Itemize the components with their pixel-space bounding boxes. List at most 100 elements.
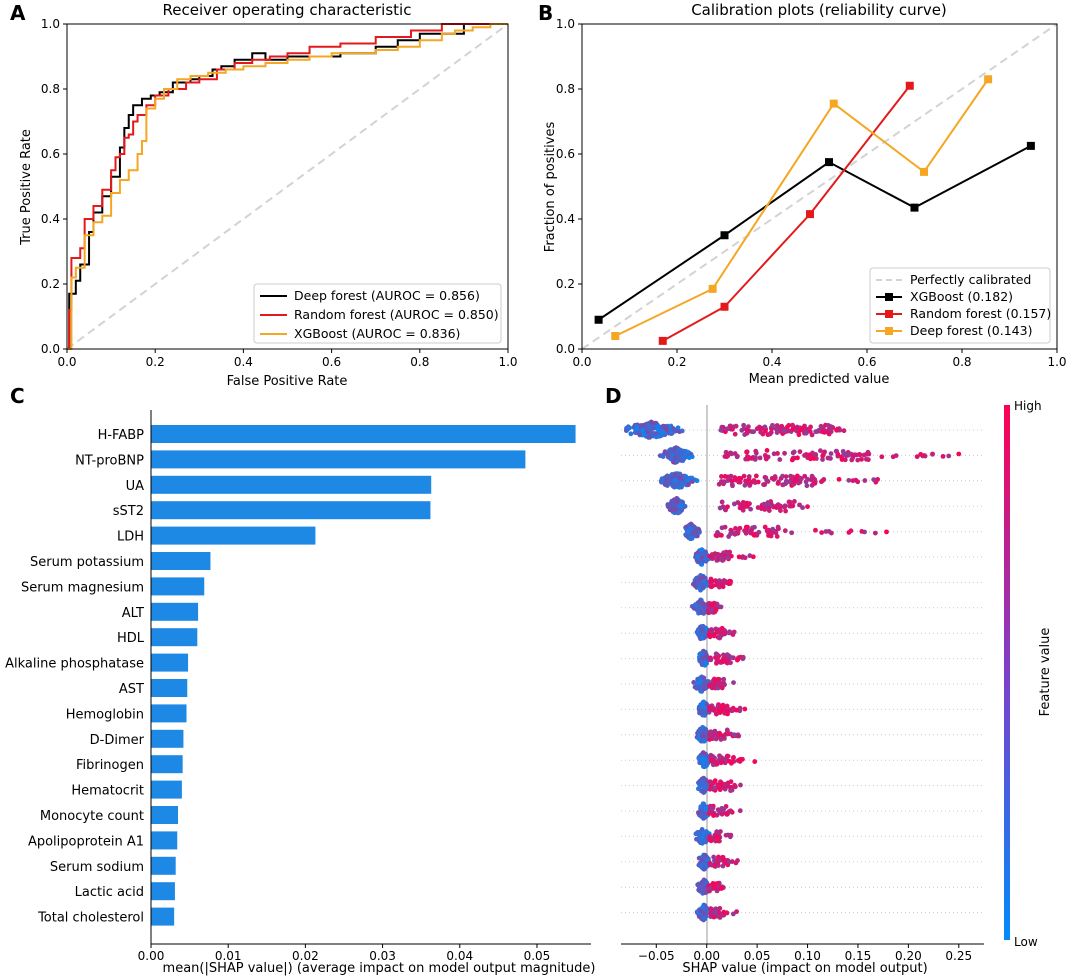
shap-feature-label: Monocyte count <box>40 809 144 824</box>
shap-point <box>740 656 746 662</box>
shap-point <box>922 453 928 459</box>
shap-point <box>726 581 732 587</box>
shap-point <box>761 501 767 507</box>
shap-importance-bar <box>151 679 188 697</box>
roc-x-tick-label: 0.8 <box>410 355 429 369</box>
shap-point <box>839 457 845 462</box>
shap-point <box>764 456 769 462</box>
shap-point <box>853 477 859 483</box>
shap-point <box>836 476 842 482</box>
shap-point <box>737 525 743 531</box>
shap-point <box>673 428 678 434</box>
shap-point <box>709 602 715 608</box>
calibration-point <box>594 315 603 324</box>
shap-point <box>693 528 699 534</box>
shap-point <box>716 481 722 487</box>
shap-point <box>829 424 835 430</box>
shap-point <box>743 524 749 530</box>
shap-point <box>816 427 822 433</box>
shap-point <box>677 475 683 481</box>
shap-point <box>699 879 705 885</box>
shap-point <box>717 635 723 641</box>
shap-point <box>716 629 722 635</box>
shap-point <box>743 478 748 484</box>
shap-beeswarm-x-tick-label: 0.20 <box>895 949 922 963</box>
shap-point <box>803 430 809 436</box>
shap-point <box>737 757 743 762</box>
shap-point <box>724 703 730 709</box>
shap-importance-bar <box>151 552 211 570</box>
calibration-legend-label: Random forest (0.157) <box>910 306 1051 321</box>
shap-importance-bar <box>151 882 175 901</box>
shap-point <box>708 907 714 912</box>
shap-point <box>685 528 691 534</box>
shap-point <box>718 556 724 561</box>
calibration-legend-marker <box>885 327 893 335</box>
shap-point <box>774 534 780 539</box>
shap-point <box>828 451 834 456</box>
shap-point <box>694 478 700 484</box>
shap-point <box>672 477 678 483</box>
shap-importance-bar <box>151 501 431 520</box>
shap-point <box>789 457 795 463</box>
shap-point <box>720 702 726 708</box>
colorbar-label: Feature value <box>1038 628 1053 717</box>
shap-point <box>841 428 847 434</box>
shap-point <box>820 457 825 462</box>
shap-point <box>745 456 751 462</box>
shap-point <box>820 429 826 435</box>
shap-importance-x-tick-label: 0.05 <box>524 949 551 963</box>
colorbar-low-label: Low <box>1014 935 1038 949</box>
shap-point <box>628 431 634 437</box>
shap-point <box>696 887 702 893</box>
calibration-legend: Perfectly calibrated XGBoost (0.182) Rando… <box>869 267 1051 344</box>
shap-feature-label: D-Dimer <box>90 733 145 748</box>
calibration-y-tick-label: 0.0 <box>556 342 575 356</box>
shap-point <box>762 482 768 487</box>
shap-feature-label: Alkaline phosphatase <box>5 657 144 672</box>
shap-point <box>808 424 813 430</box>
shap-point <box>776 526 781 532</box>
shap-point <box>746 474 752 479</box>
shap-importance-bar <box>151 475 432 494</box>
shap-point <box>698 804 704 810</box>
shap-point <box>719 886 724 891</box>
calibration-legend-label: XGBoost (0.182) <box>910 289 1013 304</box>
shap-point <box>702 764 708 770</box>
shap-point <box>820 453 826 459</box>
shap-point <box>859 456 864 462</box>
shap-point <box>710 583 715 589</box>
shap-point <box>709 627 714 632</box>
colorbar-high-label: High <box>1014 399 1042 413</box>
shap-point <box>702 852 708 858</box>
calibration-point <box>708 284 717 293</box>
shap-point <box>682 503 688 509</box>
shap-point <box>713 736 719 742</box>
shap-importance-bar <box>151 526 316 545</box>
shap-beeswarm-x-tick-label: 0.05 <box>744 949 771 963</box>
shap-point <box>719 808 725 814</box>
calibration-point <box>920 167 928 176</box>
shap-point <box>738 782 743 788</box>
shap-feature-label: Serum potassium <box>30 555 144 570</box>
shap-point <box>692 583 698 589</box>
shap-point <box>703 652 709 658</box>
shap-importance-bar <box>151 806 179 824</box>
shap-point <box>731 732 737 738</box>
roc-x-axis-label: False Positive Rate <box>227 374 348 389</box>
shap-point <box>670 483 676 489</box>
shap-point <box>674 506 679 512</box>
shap-point <box>686 482 691 488</box>
calibration-chart: Calibration plots (reliability curve) 0.… <box>543 1 1067 387</box>
calibration-y-tick-label: 0.8 <box>556 82 575 96</box>
calibration-point <box>720 231 729 240</box>
shap-point <box>699 733 705 739</box>
shap-point <box>753 455 758 461</box>
shap-point <box>812 477 818 482</box>
shap-point <box>724 753 730 759</box>
shap-point <box>859 529 865 534</box>
shap-point <box>852 452 857 458</box>
shap-importance-bar <box>151 780 182 799</box>
shap-point <box>797 475 803 481</box>
shap-point <box>682 480 688 486</box>
